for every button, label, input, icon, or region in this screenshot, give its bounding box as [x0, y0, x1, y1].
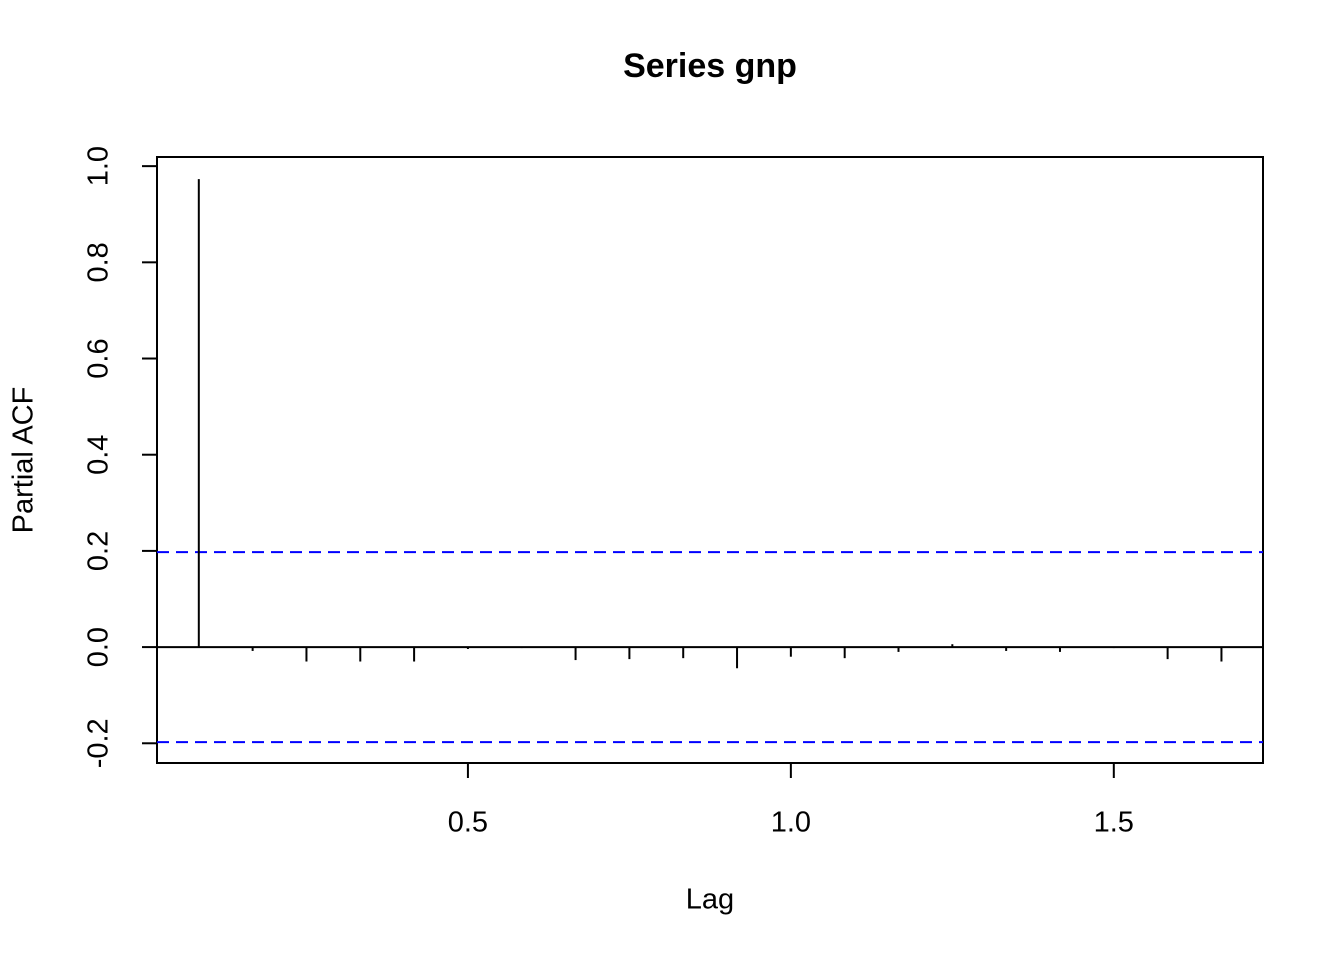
y-tick-label: 0.6: [83, 338, 115, 378]
plot-frame: [156, 156, 1264, 764]
y-tick-label: 0.0: [83, 627, 115, 667]
x-tick-label: 0.5: [448, 807, 488, 839]
y-tick-label: 1.0: [83, 146, 115, 186]
chart-title: Series gnp: [623, 47, 797, 85]
y-tick-label: -0.2: [83, 718, 115, 768]
x-axis-label: Lag: [686, 884, 734, 916]
y-axis-label: Partial ACF: [8, 387, 40, 534]
y-tick-label: 0.2: [83, 531, 115, 571]
y-tick-label: 0.4: [83, 435, 115, 475]
y-tick-label: 0.8: [83, 242, 115, 282]
x-tick-label: 1.5: [1094, 807, 1134, 839]
x-tick-label: 1.0: [771, 807, 811, 839]
